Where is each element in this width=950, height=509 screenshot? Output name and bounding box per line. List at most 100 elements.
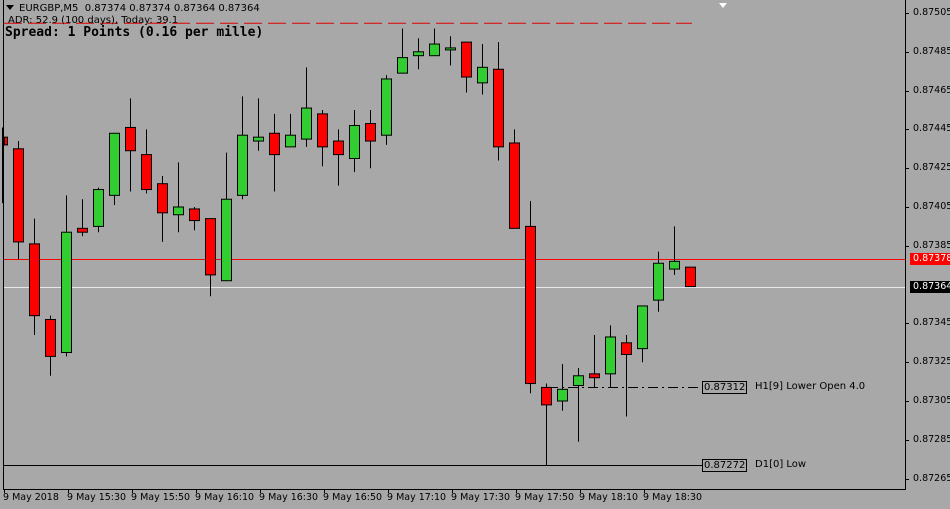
candle	[557, 364, 568, 411]
candle	[237, 96, 248, 200]
candle	[2, 127, 8, 204]
time-axis-label: 9 May 18:30	[643, 492, 703, 503]
candle	[573, 368, 584, 442]
candle	[157, 175, 168, 242]
candle	[269, 113, 280, 192]
candle	[461, 41, 472, 93]
chart-title: EURGBP,M5 0.87374 0.87374 0.87364 0.8736…	[6, 3, 260, 14]
candle-body	[221, 198, 232, 282]
candle-body	[685, 266, 696, 288]
chart-shift-marker-icon[interactable]	[719, 3, 727, 8]
candle-body	[365, 123, 376, 142]
candle-body	[381, 78, 392, 136]
candle	[445, 36, 456, 66]
time-axis-label: 9 May 18:10	[579, 492, 639, 503]
candle	[637, 305, 648, 363]
price-axis-label: 0.87325	[913, 356, 950, 368]
candle-body	[477, 66, 488, 84]
candle	[173, 162, 184, 233]
annotation-value-box: 0.87272	[702, 458, 748, 472]
candle	[93, 187, 104, 233]
bid-price-label: 0.87364	[910, 280, 950, 293]
price-axis-label: 0.87465	[913, 84, 950, 96]
price-axis-label: 0.87425	[913, 162, 950, 174]
price-axis-label: 0.87345	[913, 317, 950, 329]
candle-body	[669, 260, 680, 270]
candle	[317, 110, 328, 167]
candle-body	[237, 134, 248, 196]
candle-body	[637, 305, 648, 350]
candle	[189, 207, 200, 231]
symbol-timeframe: EURGBP,M5	[19, 3, 79, 14]
price-axis-label: 0.87305	[913, 395, 950, 406]
candle-body	[45, 319, 56, 357]
price-axis-label: 0.87445	[913, 123, 950, 135]
candle-body	[285, 134, 296, 148]
candle-body	[93, 189, 104, 227]
candle-body	[397, 57, 408, 74]
candle-body	[13, 148, 24, 243]
candle	[477, 44, 488, 95]
candle-body	[269, 132, 280, 156]
price-axis-label: 0.87485	[913, 45, 950, 57]
candle	[397, 28, 408, 74]
price-axis-label: 0.87385	[913, 239, 950, 251]
time-axis-label: 9 May 16:50	[323, 492, 383, 503]
candle-body	[429, 43, 440, 57]
candle	[525, 201, 536, 394]
candle-body	[557, 388, 568, 402]
candle	[429, 28, 440, 57]
candle	[301, 67, 312, 147]
candle	[253, 98, 264, 151]
time-axis-label: 9 May 17:50	[515, 492, 575, 503]
annotation-label: D1[0] Low	[755, 458, 807, 470]
candle-body	[205, 218, 216, 276]
candle-body	[61, 231, 72, 353]
candle	[509, 129, 520, 229]
collapse-triangle-icon[interactable]	[6, 5, 14, 10]
candle	[541, 383, 552, 466]
candle	[29, 218, 40, 336]
candle	[621, 335, 632, 417]
candle-body	[621, 342, 632, 355]
candle-body	[317, 113, 328, 148]
candle-body	[461, 41, 472, 78]
candle-body	[301, 107, 312, 140]
candle-body	[509, 142, 520, 229]
candle-body	[141, 154, 152, 191]
candle	[333, 129, 344, 186]
candle	[61, 195, 72, 357]
candle-body	[493, 68, 504, 148]
annotation-value-box: 0.87312	[702, 380, 748, 394]
candle-body	[173, 206, 184, 216]
price-axis-label: 0.87505	[913, 7, 950, 18]
candle-body	[125, 126, 136, 152]
price-axis-label: 0.87285	[913, 433, 950, 445]
candle-body	[541, 386, 552, 406]
ask-price-label: 0.87378	[910, 253, 950, 266]
candle	[45, 315, 56, 376]
candle	[365, 110, 376, 169]
time-axis-label: 9 May 16:30	[259, 492, 319, 503]
candle	[109, 132, 120, 206]
candle-body	[525, 225, 536, 385]
spread-text: Spread: 1 Points (0.16 per mille)	[5, 25, 264, 40]
candle	[285, 113, 296, 148]
candle	[141, 129, 152, 194]
candle	[125, 98, 136, 192]
ohlc-values: 0.87374 0.87374 0.87364 0.87364	[84, 3, 260, 14]
candle-body	[253, 136, 264, 142]
candle-body	[349, 125, 360, 159]
candle-body	[333, 140, 344, 156]
price-axis-label: 0.87405	[913, 201, 950, 212]
candle	[349, 110, 360, 173]
candle	[381, 75, 392, 145]
candle	[493, 42, 504, 161]
annotation-label: H1[9] Lower Open 4.0	[755, 380, 866, 392]
time-axis-label: 9 May 17:30	[451, 492, 511, 503]
candle	[669, 226, 680, 275]
candle-body	[109, 132, 120, 196]
candle-body	[445, 47, 456, 51]
time-axis-label: 9 May 15:50	[131, 492, 191, 503]
